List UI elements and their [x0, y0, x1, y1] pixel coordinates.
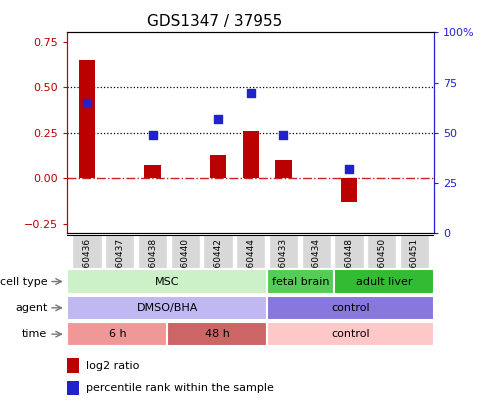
Bar: [67, 322, 167, 346]
Bar: [210, 155, 226, 178]
Text: GSM60434: GSM60434: [312, 238, 321, 287]
Text: GSM60436: GSM60436: [82, 238, 91, 287]
Text: control: control: [331, 329, 370, 339]
Point: [279, 131, 287, 138]
Bar: [171, 235, 200, 290]
Text: 6 h: 6 h: [109, 329, 126, 339]
Text: percentile rank within the sample: percentile rank within the sample: [86, 383, 273, 393]
Text: DMSO/BHA: DMSO/BHA: [137, 303, 198, 313]
Text: time: time: [22, 329, 47, 339]
Bar: [67, 269, 267, 294]
Text: GSM60450: GSM60450: [377, 238, 386, 287]
Bar: [334, 235, 364, 290]
Text: GSM60433: GSM60433: [279, 238, 288, 287]
Text: MSC: MSC: [155, 277, 180, 286]
Text: GSM60444: GSM60444: [246, 238, 255, 287]
Bar: [301, 235, 331, 290]
Point: [214, 115, 222, 122]
Bar: [67, 358, 79, 373]
Bar: [267, 322, 434, 346]
Bar: [167, 322, 267, 346]
Bar: [144, 166, 161, 178]
Bar: [341, 178, 357, 202]
Text: 48 h: 48 h: [205, 329, 230, 339]
Bar: [400, 235, 429, 290]
Bar: [138, 235, 167, 290]
Text: GSM60437: GSM60437: [115, 238, 124, 287]
Text: GSM60438: GSM60438: [148, 238, 157, 287]
Text: control: control: [331, 303, 370, 313]
Bar: [203, 235, 233, 290]
Point: [345, 166, 353, 172]
Text: fetal brain: fetal brain: [272, 277, 329, 286]
Text: GSM60440: GSM60440: [181, 238, 190, 287]
Text: GDS1347 / 37955: GDS1347 / 37955: [147, 14, 282, 29]
Bar: [334, 269, 434, 294]
Bar: [267, 296, 434, 320]
Bar: [267, 269, 334, 294]
Text: agent: agent: [15, 303, 47, 313]
Point: [83, 99, 91, 106]
Text: GSM60448: GSM60448: [344, 238, 353, 287]
Bar: [275, 160, 292, 178]
Point: [149, 131, 157, 138]
Text: GSM60442: GSM60442: [214, 238, 223, 287]
Point: [247, 90, 254, 96]
Text: cell type: cell type: [0, 277, 47, 286]
Bar: [67, 296, 267, 320]
Text: log2 ratio: log2 ratio: [86, 360, 139, 371]
Bar: [72, 235, 102, 290]
Bar: [269, 235, 298, 290]
Bar: [105, 235, 135, 290]
Bar: [67, 381, 79, 395]
Bar: [79, 60, 95, 178]
Bar: [236, 235, 265, 290]
Bar: [367, 235, 397, 290]
Text: GSM60451: GSM60451: [410, 238, 419, 287]
Text: adult liver: adult liver: [356, 277, 412, 286]
Bar: [243, 131, 259, 178]
